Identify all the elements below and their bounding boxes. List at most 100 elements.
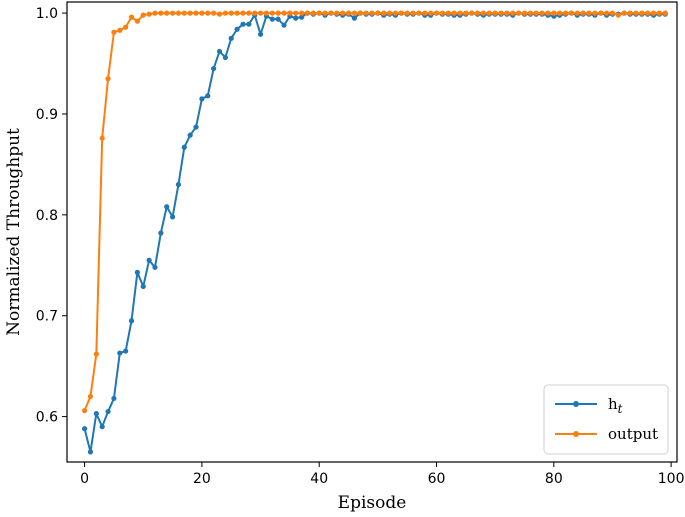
- y-tick-label: 1.0: [36, 6, 58, 22]
- data-point-1: [211, 10, 217, 16]
- data-point-0: [87, 449, 94, 455]
- data-point-1: [252, 10, 258, 16]
- data-point-1: [428, 10, 434, 16]
- data-point-1: [293, 10, 299, 16]
- data-point-0: [93, 410, 99, 417]
- data-point-1: [398, 10, 404, 16]
- data-point-1: [187, 10, 193, 16]
- data-point-1: [240, 10, 246, 16]
- data-point-1: [345, 10, 352, 16]
- data-point-1: [257, 10, 264, 16]
- y-tick-label: 0.9: [36, 107, 58, 123]
- data-point-1: [545, 10, 551, 16]
- legend-label-ht-main: h: [608, 395, 618, 413]
- x-tick-label: 60: [428, 471, 446, 487]
- data-point-1: [93, 351, 99, 357]
- data-point-1: [474, 10, 481, 16]
- data-point-0: [222, 54, 228, 61]
- data-point-1: [480, 10, 487, 16]
- data-point-1: [316, 10, 322, 16]
- data-point-1: [645, 10, 651, 16]
- data-point-0: [199, 96, 205, 102]
- data-point-1: [146, 11, 152, 17]
- data-point-1: [181, 10, 187, 16]
- data-point-1: [334, 10, 340, 16]
- legend-label-output: output: [608, 425, 658, 443]
- data-point-1: [152, 10, 158, 16]
- data-point-1: [281, 10, 287, 16]
- data-point-1: [656, 10, 663, 16]
- data-point-1: [205, 10, 211, 16]
- data-point-1: [598, 10, 604, 16]
- data-point-1: [609, 10, 616, 16]
- data-point-0: [146, 257, 152, 263]
- x-axis-title: Episode: [338, 493, 407, 513]
- data-point-1: [392, 10, 399, 16]
- data-point-1: [228, 10, 234, 16]
- data-point-0: [117, 350, 123, 356]
- data-point-1: [304, 10, 311, 16]
- data-point-1: [123, 24, 129, 30]
- data-point-1: [111, 29, 117, 35]
- data-point-0: [211, 65, 217, 72]
- data-point-1: [633, 10, 639, 16]
- data-point-1: [527, 10, 533, 16]
- data-point-1: [99, 135, 105, 141]
- y-tick-label: 0.6: [36, 410, 58, 426]
- data-point-1: [469, 10, 475, 16]
- data-point-1: [269, 10, 275, 16]
- legend-label-ht-sub: t: [618, 402, 623, 416]
- y-axis-ticks: 0.6 0.7 0.8 0.9 1.0: [36, 6, 67, 426]
- legend: ht output: [543, 384, 669, 455]
- data-point-1: [510, 10, 516, 16]
- data-point-1: [117, 27, 123, 33]
- data-point-0: [275, 16, 281, 22]
- data-point-0: [269, 16, 275, 22]
- y-tick-label: 0.8: [36, 208, 58, 224]
- legend-box: [543, 384, 669, 455]
- x-tick-label: 80: [545, 471, 563, 487]
- data-point-1: [580, 10, 586, 16]
- data-point-0: [246, 21, 252, 27]
- data-point-1: [357, 10, 363, 16]
- y-axis-title: Normalized Throughput: [4, 128, 24, 336]
- data-point-0: [134, 269, 140, 275]
- data-point-1: [175, 10, 182, 16]
- data-point-1: [404, 10, 410, 16]
- data-point-1: [504, 10, 510, 16]
- data-point-1: [433, 10, 440, 16]
- series-line-1: [83, 12, 666, 411]
- data-point-1: [574, 10, 580, 16]
- data-point-0: [99, 424, 105, 430]
- data-point-0: [216, 48, 223, 55]
- data-point-0: [175, 181, 182, 188]
- series-layer: [82, 10, 668, 455]
- data-point-1: [416, 10, 422, 16]
- data-point-1: [568, 10, 575, 16]
- data-point-0: [293, 15, 299, 21]
- data-point-1: [557, 10, 563, 16]
- data-point-1: [328, 10, 334, 16]
- x-tick-label: 0: [80, 471, 89, 487]
- data-point-1: [457, 10, 463, 16]
- data-point-1: [445, 10, 451, 16]
- data-point-0: [234, 26, 240, 32]
- data-point-1: [369, 10, 375, 16]
- data-point-0: [169, 214, 176, 220]
- data-point-0: [111, 395, 117, 402]
- data-point-1: [539, 10, 545, 16]
- data-point-1: [310, 10, 316, 16]
- data-point-1: [299, 10, 305, 16]
- legend-marker-ht: [573, 401, 579, 407]
- data-point-1: [216, 11, 223, 17]
- data-point-1: [516, 10, 522, 16]
- data-point-1: [604, 10, 610, 16]
- data-point-1: [87, 393, 94, 400]
- data-point-0: [181, 144, 187, 150]
- data-point-0: [281, 22, 287, 28]
- data-point-1: [410, 10, 416, 16]
- data-point-1: [451, 10, 457, 16]
- data-point-1: [340, 10, 346, 16]
- data-point-1: [363, 10, 369, 16]
- data-point-1: [486, 10, 492, 16]
